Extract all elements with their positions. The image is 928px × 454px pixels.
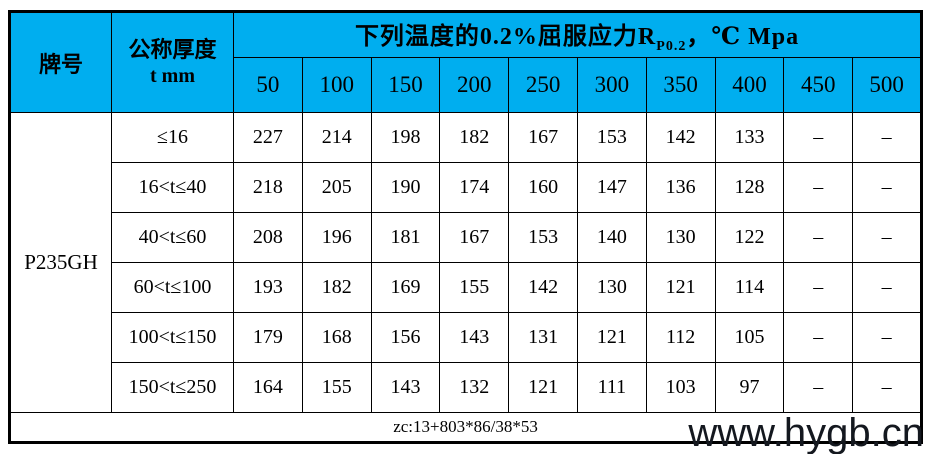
grade-cell: P235GH (9, 112, 112, 413)
temp-header-350: 350 (645, 57, 716, 113)
value-cell: 205 (301, 162, 372, 213)
value-cell: 227 (233, 112, 303, 163)
value-cell: 103 (645, 362, 716, 413)
value-cell: 136 (645, 162, 716, 213)
thickness-cell: 16<t≤40 (111, 162, 234, 213)
value-cell: 218 (233, 162, 303, 213)
value-cell: 133 (714, 112, 785, 163)
value-cell: 167 (439, 212, 510, 263)
value-cell: 167 (508, 112, 578, 163)
value-cell: 121 (576, 312, 647, 363)
title-tail: ，℃ Mpa (686, 23, 800, 50)
thickness-cell: 40<t≤60 (111, 212, 234, 263)
value-cell: 181 (370, 212, 441, 263)
value-cell: 179 (233, 312, 303, 363)
thickness-column-header: 公称厚度 t mm (111, 11, 234, 113)
table-row: P235GH ≤16 227 214 198 182 167 153 142 133– – (9, 112, 923, 413)
value-cell: 112 (645, 312, 716, 363)
value-cell: 153 (576, 112, 647, 163)
value-cell: 156 (370, 312, 441, 363)
title-main: 下列温度的0.2%屈服应力R (354, 23, 657, 50)
value-cell: 122 (714, 212, 785, 263)
value-cell: 182 (439, 112, 510, 163)
value-cell: 214 (301, 112, 372, 163)
temp-header-500: 500 (852, 57, 923, 113)
value-cell: 132 (439, 362, 510, 413)
temp-header-150: 150 (370, 57, 441, 113)
temp-header-250: 250 (508, 57, 578, 113)
value-cell: 114 (714, 262, 785, 313)
value-cell: 198 (370, 112, 441, 163)
value-cell: 193 (233, 262, 303, 313)
value-cell: – (852, 362, 923, 413)
thickness-label-cn: 公称厚度 (128, 37, 217, 63)
footer-row: zc:13+803*86/38*53 (8, 412, 923, 443)
header-title-row: 牌号 公称厚度 t mm 下列温度的0.2%屈服应力RP0.2，℃ Mpa (9, 11, 923, 113)
thickness-cell: 150<t≤250 (111, 362, 234, 413)
value-cell: 160 (508, 162, 578, 213)
value-cell: 169 (370, 262, 441, 313)
table-row: 100<t≤150 179 168 156 143 131 121 112 105– – (10, 312, 923, 363)
thickness-cell: ≤16 (111, 112, 234, 163)
temp-header-100: 100 (301, 57, 372, 113)
thickness-cell: 100<t≤150 (111, 312, 234, 363)
table-body: P235GH ≤16 227 214 198 182 167 153 142 133– –16<t≤… (9, 112, 923, 413)
value-cell: 164 (233, 362, 303, 413)
value-cell: 128 (714, 162, 785, 213)
title-subscript: P0.2 (656, 38, 687, 54)
temp-header-200: 200 (439, 57, 510, 113)
value-cell: 190 (370, 162, 441, 213)
value-cell: 168 (301, 312, 372, 363)
value-cell: 174 (439, 162, 510, 213)
value-cell: – (783, 312, 854, 363)
value-cell: 143 (370, 362, 441, 413)
value-cell: 121 (508, 362, 578, 413)
thickness-cell: 60<t≤100 (111, 262, 234, 313)
table-row: 150<t≤250 164 155 143 132 121 111 103 97– – (10, 362, 923, 413)
value-cell: 105 (714, 312, 785, 363)
value-cell: 130 (645, 212, 716, 263)
value-cell: 121 (645, 262, 716, 313)
value-cell: – (783, 212, 854, 263)
value-cell: – (852, 262, 923, 313)
value-cell: 147 (576, 162, 647, 213)
temp-header-50: 50 (233, 57, 303, 113)
value-cell: 142 (645, 112, 716, 163)
value-cell: 143 (439, 312, 510, 363)
value-cell: – (783, 262, 854, 313)
value-cell: 130 (576, 262, 647, 313)
value-cell: – (852, 312, 923, 363)
value-cell: 153 (508, 212, 578, 263)
value-cell: 155 (439, 262, 510, 313)
value-cell: – (852, 112, 923, 163)
temp-header-400: 400 (714, 57, 785, 113)
value-cell: 182 (301, 262, 372, 313)
table-row: 60<t≤100 193 182 169 155 142 130 121 114– – (10, 262, 923, 313)
temperature-header-row: 50 100 150 200 250 300 350 400 450 500 (10, 57, 923, 113)
value-cell: 142 (508, 262, 578, 313)
temp-header-450: 450 (783, 57, 854, 113)
table-row: 40<t≤60 208 196 181 167 153 140 130 122– – (10, 212, 923, 263)
value-cell: 111 (576, 362, 647, 413)
thickness-label-unit: t mm (150, 64, 195, 87)
yield-stress-table: 牌号 公称厚度 t mm 下列温度的0.2%屈服应力RP0.2，℃ Mpa 50… (8, 10, 924, 444)
value-cell: 196 (301, 212, 372, 263)
value-cell: – (852, 162, 923, 213)
value-cell: – (783, 162, 854, 213)
grade-column-header: 牌号 (9, 11, 112, 113)
value-cell: – (783, 112, 854, 163)
temp-header-300: 300 (576, 57, 647, 113)
table-title: 下列温度的0.2%屈服应力RP0.2，℃ Mpa (232, 11, 923, 58)
value-cell: – (783, 362, 854, 413)
footer-note: zc:13+803*86/38*53 (8, 412, 923, 443)
value-cell: 140 (576, 212, 647, 263)
value-cell: 208 (233, 212, 303, 263)
value-cell: 131 (508, 312, 578, 363)
value-cell: 155 (301, 362, 372, 413)
table-row: 16<t≤40 218 205 190 174 160 147 136 128– – (10, 162, 923, 213)
value-cell: – (852, 212, 923, 263)
value-cell: 97 (714, 362, 785, 413)
